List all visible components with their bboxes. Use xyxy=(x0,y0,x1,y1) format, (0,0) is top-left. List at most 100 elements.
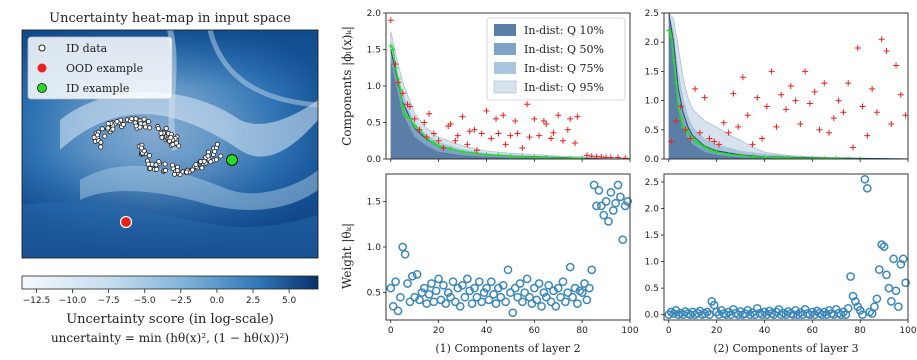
id-example-point xyxy=(773,155,779,159)
ood-example-point xyxy=(720,119,727,126)
weight-point xyxy=(396,292,405,302)
weight-point xyxy=(443,288,453,297)
weight-point xyxy=(412,270,422,279)
x-tick-label: 60 xyxy=(529,326,541,336)
weight-point xyxy=(388,301,398,311)
weight-point xyxy=(393,306,403,316)
weight-point xyxy=(613,180,623,190)
id-data-point xyxy=(105,121,111,127)
legend-q10-label: In-dist: Q 10% xyxy=(524,24,604,37)
legend-q95-label: In-dist: Q 95% xyxy=(524,81,604,94)
ood-example-point xyxy=(897,91,904,98)
weight-point xyxy=(482,283,491,293)
x-tick-label: 80 xyxy=(576,326,588,336)
colorbar-tick-label: 0.0 xyxy=(210,296,225,306)
heatmap-legend: ID data OOD example ID example xyxy=(27,36,173,100)
weight-point xyxy=(498,280,508,290)
weight-point xyxy=(580,279,589,288)
weight-point xyxy=(584,283,594,293)
ood-example-point xyxy=(435,137,442,144)
ood-example-point xyxy=(493,115,500,122)
y-tick-label: 0.0 xyxy=(367,155,382,165)
id-data-point xyxy=(105,125,111,131)
weight-point xyxy=(874,265,884,274)
id-example-point xyxy=(388,43,394,49)
x-tick-label: 100 xyxy=(899,326,916,336)
id-example-point xyxy=(567,155,573,159)
id-data-point xyxy=(189,167,195,173)
legend-q50-label: In-dist: Q 50% xyxy=(524,43,604,56)
ood-example-point xyxy=(447,120,454,127)
weight-point xyxy=(532,295,542,305)
y-tick-label: 0.5 xyxy=(645,126,659,136)
id-example-point xyxy=(412,123,418,129)
y-tick-label: 1.0 xyxy=(645,97,660,107)
id-data-points xyxy=(91,116,224,177)
id-example-point xyxy=(714,149,720,155)
weight-point xyxy=(575,286,585,296)
weight-point xyxy=(587,265,597,275)
y-tick-label: 1.5 xyxy=(367,46,381,56)
weight-point xyxy=(606,187,616,197)
id-example-point xyxy=(857,156,863,159)
x-tick-label: 20 xyxy=(433,326,445,336)
id-data-point xyxy=(102,133,108,139)
ood-example-point xyxy=(507,132,514,139)
id-example-point xyxy=(543,155,549,159)
weight-point xyxy=(611,198,620,208)
weight-point xyxy=(594,186,604,195)
legend-q75-swatch xyxy=(494,62,516,74)
weight-point xyxy=(568,292,577,302)
weights-ylabel: Weight |θₖ| xyxy=(340,223,354,289)
id-example-point xyxy=(750,154,756,159)
weight-point xyxy=(870,302,879,312)
weight-point xyxy=(462,274,472,284)
ood-example-point xyxy=(440,145,447,152)
ood-example-point xyxy=(543,120,550,127)
weight-point xyxy=(891,286,901,296)
id-example-point xyxy=(685,130,691,136)
id-example-point xyxy=(738,152,744,158)
ood-example-point xyxy=(835,97,842,104)
weight-point xyxy=(484,295,494,305)
weight-point xyxy=(491,299,501,308)
ood-example-point xyxy=(816,126,823,133)
weight-point xyxy=(589,180,599,190)
id-data-point xyxy=(184,169,190,175)
ood-example-point xyxy=(778,91,785,98)
weight-point xyxy=(506,288,515,297)
id-data-point xyxy=(120,121,126,127)
weight-point xyxy=(515,279,525,288)
weight-point xyxy=(582,295,592,305)
ood-example-point xyxy=(567,115,574,122)
ood-example-point xyxy=(668,138,675,145)
weight-point xyxy=(415,295,424,305)
weight-point xyxy=(862,183,872,193)
components-layer-3-panel: 0.0 0.5 1.0 1.5 2.0 2.5 xyxy=(645,9,909,165)
weight-point xyxy=(896,259,906,269)
colorbar-tick-label: −10.0 xyxy=(59,296,87,306)
id-example-point xyxy=(431,140,437,146)
weight-point xyxy=(534,279,544,288)
ood-example-point xyxy=(387,17,394,24)
weight-point xyxy=(577,288,587,297)
ood-example-point xyxy=(802,68,809,75)
id-data-point xyxy=(214,141,220,147)
id-example-point xyxy=(495,152,501,158)
ood-example-point xyxy=(394,79,401,86)
weight-point xyxy=(882,270,891,280)
x-tick-label: 60 xyxy=(807,326,819,336)
id-data-point xyxy=(141,116,147,122)
id-example-point xyxy=(448,146,454,152)
weight-point xyxy=(446,292,455,302)
weight-point xyxy=(620,201,630,211)
ood-example-point xyxy=(797,120,804,127)
plot-frame xyxy=(663,173,909,321)
y-tick-label: 0.5 xyxy=(645,284,659,294)
id-example-point xyxy=(555,155,561,159)
layer-3-xlabel: (2) Components of layer 3 xyxy=(713,342,858,355)
ood-example-point xyxy=(826,129,833,136)
id-data-point xyxy=(213,157,219,163)
ood-example-point xyxy=(502,141,509,148)
